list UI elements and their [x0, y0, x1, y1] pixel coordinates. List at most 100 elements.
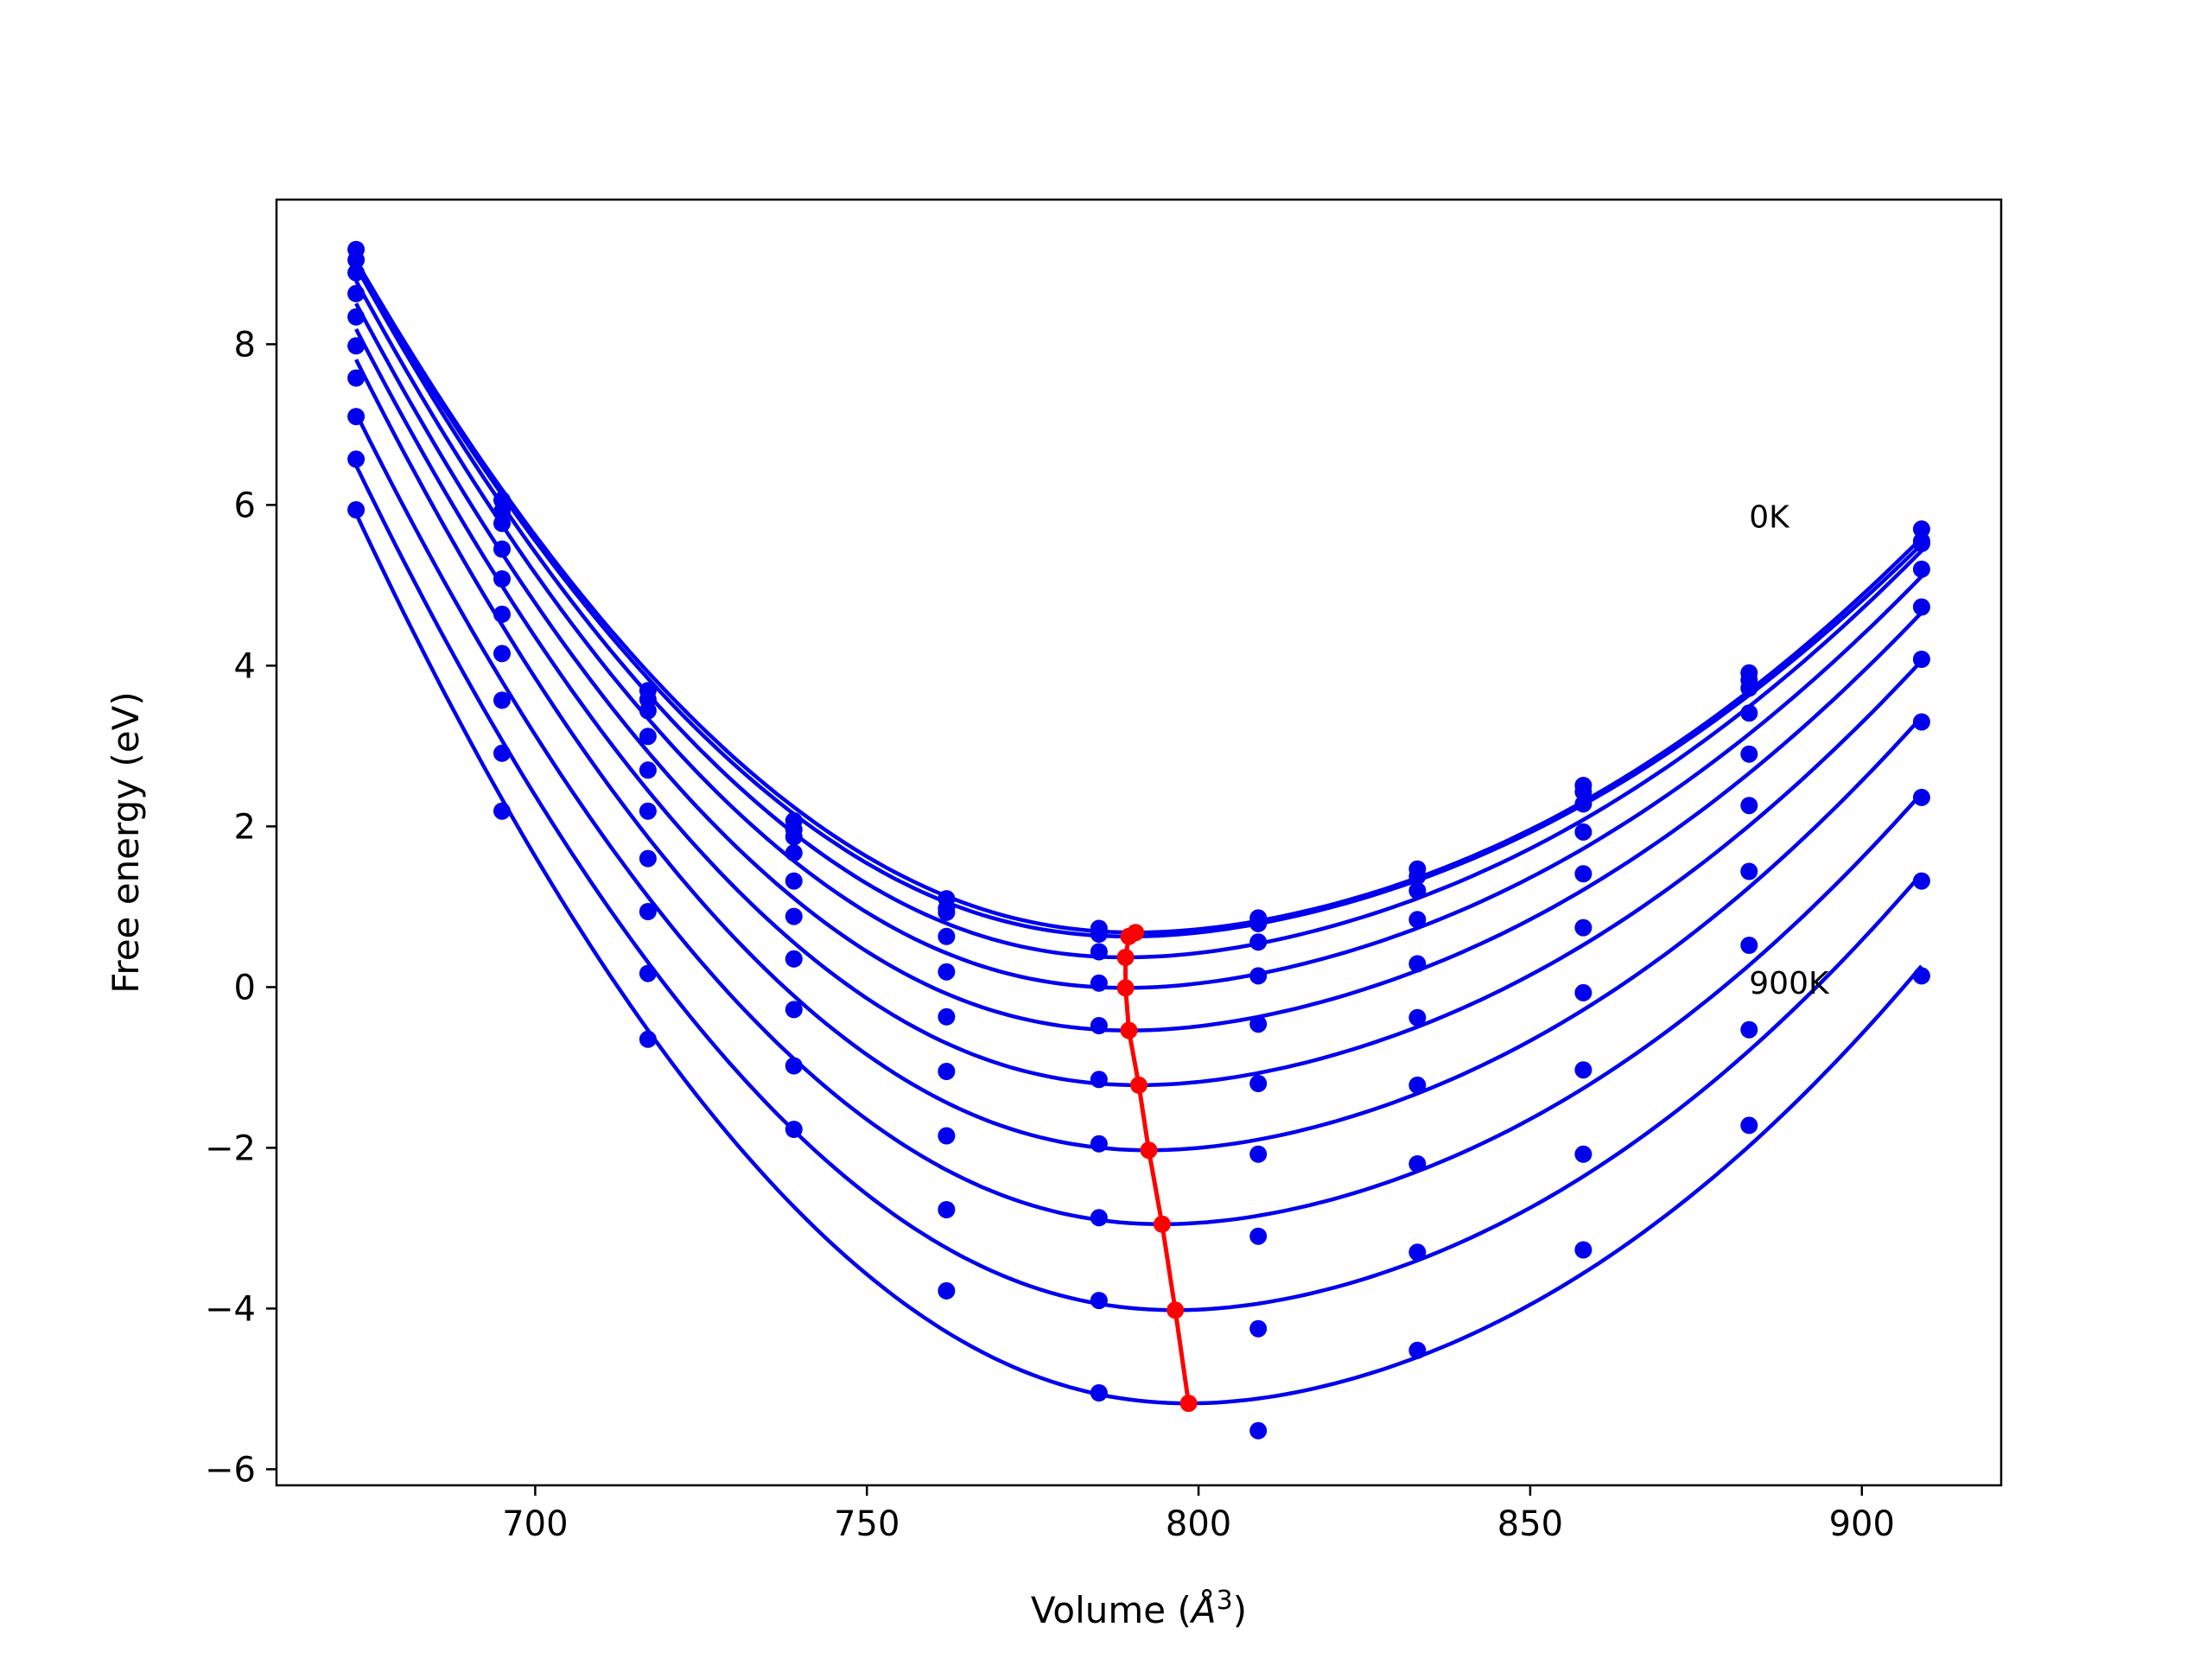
data-point: [347, 337, 365, 355]
x-tick-label: 800: [1166, 1504, 1231, 1544]
data-point: [493, 540, 511, 558]
minimum-point: [1116, 949, 1135, 966]
fit-curve-7: [354, 412, 1923, 1226]
x-tick-label: 850: [1497, 1504, 1563, 1544]
data-point: [493, 502, 511, 520]
data-point: [785, 907, 803, 925]
data-point: [1740, 1116, 1758, 1135]
x-tick-label: 900: [1829, 1504, 1895, 1544]
y-tick-label: −2: [205, 1128, 256, 1168]
data-point: [347, 308, 365, 326]
data-points: [347, 240, 1930, 1440]
data-point: [1090, 1071, 1108, 1089]
y-tick-label: 4: [234, 646, 256, 686]
data-point: [493, 645, 511, 663]
data-point: [1912, 651, 1930, 668]
data-point: [938, 1063, 956, 1080]
data-point: [1249, 1075, 1268, 1092]
y-axis-label: Free energy (eV): [105, 691, 147, 994]
y-tick-label: 0: [234, 968, 256, 1007]
fit-curve-2: [354, 265, 1923, 960]
data-point: [347, 501, 365, 518]
data-point: [1249, 1319, 1268, 1338]
minimum-point: [1116, 979, 1135, 997]
y-tick-label: 6: [234, 486, 256, 525]
data-point: [1740, 745, 1758, 763]
data-point: [347, 251, 365, 269]
data-point: [938, 1281, 956, 1300]
data-point: [1408, 868, 1427, 886]
data-point: [1090, 1135, 1108, 1153]
data-point: [938, 1201, 956, 1218]
data-point: [493, 570, 511, 588]
data-point: [1408, 1243, 1427, 1262]
fit-curve-6: [354, 359, 1923, 1153]
data-point: [1249, 933, 1268, 951]
data-point: [1574, 1241, 1592, 1259]
minimum-point: [1120, 1021, 1138, 1039]
data-point: [1249, 914, 1268, 932]
data-point: [1740, 704, 1758, 722]
y-tick-label: 2: [234, 807, 256, 847]
data-point: [1912, 967, 1930, 985]
data-point: [1090, 974, 1108, 992]
data-point: [1574, 823, 1592, 841]
data-point: [1408, 1076, 1427, 1094]
data-point: [639, 849, 657, 868]
data-point: [785, 1001, 803, 1019]
fit-curve-9: [354, 512, 1923, 1406]
data-point: [1574, 865, 1592, 883]
x-tick-label: 750: [834, 1504, 899, 1544]
data-point: [938, 1127, 956, 1145]
data-point: [1912, 520, 1930, 538]
data-point: [938, 963, 956, 981]
minima-path: [1123, 931, 1192, 1404]
x-tick-label: 700: [502, 1504, 568, 1544]
data-point: [1249, 1145, 1268, 1163]
data-point: [785, 950, 803, 968]
y-tick-label: −6: [205, 1450, 256, 1490]
data-point: [1249, 967, 1268, 985]
data-point: [785, 1057, 803, 1075]
data-point: [493, 744, 511, 762]
fit-curve-4: [354, 302, 1923, 1033]
data-point: [1090, 1384, 1108, 1402]
data-point: [1574, 795, 1592, 813]
data-point: [1912, 535, 1930, 552]
data-point: [1574, 983, 1592, 1001]
data-point: [1912, 713, 1930, 731]
data-point: [1574, 1061, 1592, 1079]
minimum-point: [1153, 1215, 1171, 1233]
data-point: [785, 872, 803, 890]
data-point: [1740, 937, 1758, 954]
data-point: [1249, 1421, 1268, 1440]
annotation-label: 0K: [1749, 499, 1790, 535]
data-point: [347, 408, 365, 426]
data-point: [785, 828, 803, 846]
data-point: [639, 903, 657, 920]
data-point: [1574, 783, 1592, 801]
minimum-point: [1130, 1076, 1147, 1094]
data-point: [639, 802, 657, 820]
data-point: [1740, 679, 1758, 697]
data-point: [347, 450, 365, 468]
data-point: [785, 844, 803, 862]
data-point: [1408, 911, 1427, 929]
data-point: [1249, 1015, 1268, 1033]
data-point: [938, 903, 956, 921]
data-point: [639, 761, 657, 779]
data-point: [1408, 881, 1427, 899]
minimum-point: [1179, 1395, 1198, 1413]
data-point: [1090, 1017, 1108, 1034]
data-point: [938, 927, 956, 945]
data-point: [1249, 1227, 1268, 1245]
annotations: 0K 900K: [1749, 499, 1830, 1001]
data-point: [639, 702, 657, 720]
data-point: [493, 802, 511, 820]
data-point: [1090, 925, 1108, 943]
data-point: [639, 1030, 657, 1048]
data-point: [1408, 1008, 1427, 1027]
data-point: [1912, 598, 1930, 616]
minimum-point: [1140, 1141, 1158, 1160]
